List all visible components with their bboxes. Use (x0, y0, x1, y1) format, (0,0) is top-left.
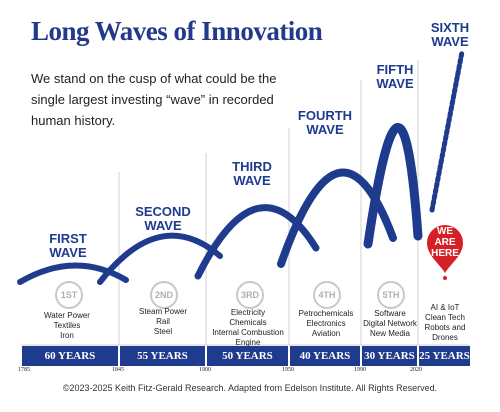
wave-label-fifth: FIFTH WAVE (376, 62, 414, 91)
duration-wave-4: 40 YEARS (290, 346, 360, 366)
we-are-here-text: WE ARE HERE (431, 226, 459, 259)
duration-wave-2: 55 YEARS (120, 346, 205, 366)
wave-6-start-dot (431, 208, 435, 212)
duration-wave-1: 60 YEARS (22, 346, 118, 366)
wave-curve-5 (363, 123, 423, 249)
wave-label-first: FIRST WAVE (49, 231, 87, 260)
wave-curve-6-dashed (429, 49, 465, 213)
wave-label-third: THIRD WAVE (232, 159, 272, 188)
wave-1-items: Water Power Textiles Iron (44, 311, 90, 340)
page-title: Long Waves of Innovation (31, 16, 323, 46)
badge-4th: 4TH (313, 281, 341, 309)
wave-curve-2 (97, 232, 223, 285)
year-tick-1785: 1785 (18, 367, 30, 373)
wave-curve-3 (194, 204, 320, 280)
wave-6-items: AI & IoT Clean Tech Robots and Drones (424, 303, 466, 342)
badge-3rd: 3RD (236, 281, 264, 309)
badge-1st: 1ST (55, 281, 83, 309)
copyright-notice: ©2023-2025 Keith Fitz-Gerald Research. A… (62, 383, 438, 393)
duration-wave-5: 30 YEARS (362, 346, 417, 366)
wave-curve-1 (17, 262, 129, 285)
year-tick-1845: 1845 (112, 367, 124, 373)
wave-3-items: Electricity Chemicals Internal Combustion E… (212, 308, 284, 347)
year-tick-1900: 1900 (199, 367, 211, 373)
year-tick-1990: 1990 (354, 367, 366, 373)
wave-2-items: Steam Power Rail Steel (138, 307, 188, 336)
duration-wave-6: 25 YEARS (419, 346, 470, 366)
wave-4-items: Petrochemicals Electronics Aviation (298, 309, 354, 338)
intro-text: We stand on the cusp of what could be th… (31, 71, 277, 128)
we-are-here-pin (424, 223, 466, 280)
wave-curve-4 (277, 168, 397, 268)
badge-5th: 5TH (377, 281, 405, 309)
wave-label-second: SECOND WAVE (135, 204, 191, 233)
wave-label-sixth: SIXTH WAVE (430, 20, 470, 49)
year-tick-1950: 1950 (282, 367, 294, 373)
duration-wave-3: 50 YEARS (207, 346, 288, 366)
wave-curves (17, 49, 465, 285)
badge-2nd: 2ND (150, 281, 178, 309)
wave-label-fourth: FOURTH WAVE (297, 108, 353, 137)
wave-5-items: Software Digital Network New Media (363, 309, 417, 338)
year-tick-2020: 2020 (410, 367, 422, 373)
